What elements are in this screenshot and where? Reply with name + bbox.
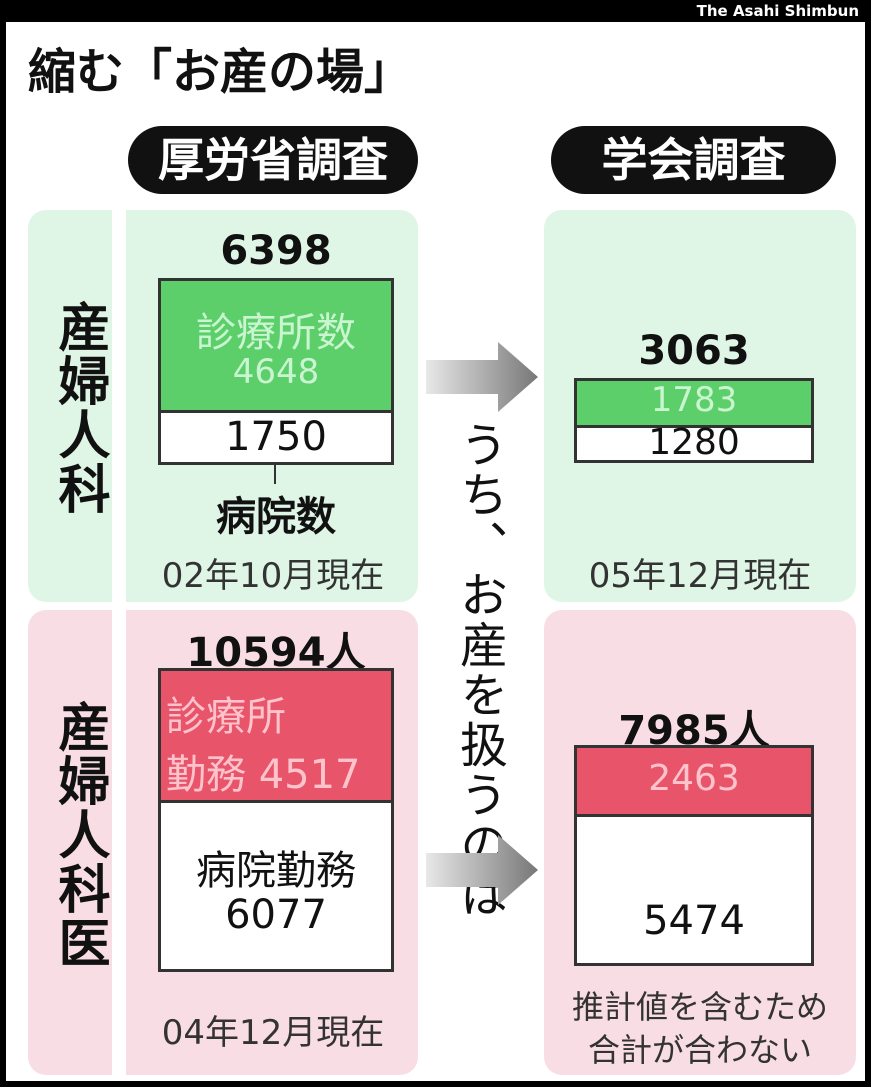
row-label: 産婦人科医 <box>49 700 109 970</box>
clinic-label: 診療所 <box>166 694 286 740</box>
clinic-value: 4648 <box>232 352 320 392</box>
hospital-value: 5474 <box>643 898 745 944</box>
connector <box>274 462 276 484</box>
credit: The Asahi Shimbun <box>696 2 859 20</box>
clinic-label: 勤務 4517 <box>166 752 361 798</box>
arrow <box>426 835 538 905</box>
date: 02年10月現在 <box>161 556 385 596</box>
hospital-label: 病院勤務 <box>196 848 356 894</box>
hospital-box <box>158 410 394 465</box>
arrow <box>426 342 538 412</box>
clinic-label: 診療所数 <box>196 310 356 356</box>
middle-note: うち、お産を扱うのは <box>451 420 507 920</box>
clinic-box <box>574 745 814 817</box>
date: 05年12月現在 <box>588 556 812 596</box>
note: 推計値を含むため <box>571 988 828 1026</box>
clinic-box <box>158 668 394 803</box>
hospital-label: 病院数 <box>216 494 336 540</box>
hospital-box <box>158 800 394 972</box>
divider <box>112 610 126 1075</box>
date: 04年12月現在 <box>161 1013 385 1053</box>
total: 3063 <box>638 328 750 374</box>
header-right: 学会調査 <box>551 126 836 194</box>
hospital-value: 1750 <box>225 414 327 460</box>
hospital-box <box>574 814 814 966</box>
hospital-value: 1280 <box>648 422 740 463</box>
total: 6398 <box>220 228 332 274</box>
header-left: 厚労省調査 <box>128 126 418 194</box>
hospital-value: 6077 <box>225 892 327 938</box>
clinic-value: 2463 <box>648 758 740 799</box>
hospital-box <box>574 425 814 463</box>
title: 縮む「お産の場」 <box>28 44 413 100</box>
clinic-box <box>158 278 394 413</box>
divider <box>112 210 126 602</box>
note: 合計が合わない <box>587 1031 812 1069</box>
top-bar <box>6 0 871 22</box>
row-label: 産婦人科 <box>49 300 109 516</box>
clinic-value: 1783 <box>650 380 738 420</box>
